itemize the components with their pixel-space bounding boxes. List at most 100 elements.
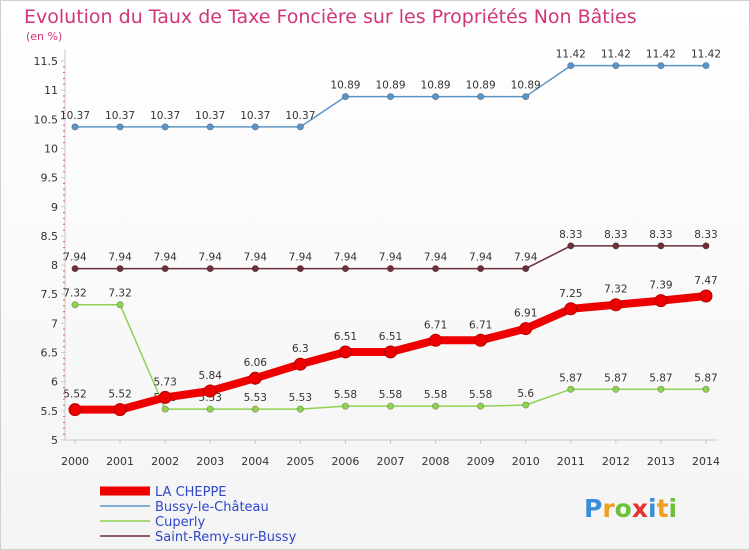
data-point (474, 333, 488, 347)
plot-area: 10.37 10.37 10.37 10.37 10.37 10.37 10.89 10.89… (60, 49, 721, 417)
legend-label: Cuperly (155, 515, 206, 530)
data-point (338, 345, 352, 359)
y-tick-label: 6 (51, 376, 58, 389)
data-point (612, 242, 620, 250)
data-point (113, 403, 127, 417)
data-point (71, 265, 79, 273)
y-tick-label: 11 (44, 84, 58, 97)
y-tick-label: 6.5 (41, 347, 59, 360)
x-tick-label: 2011 (557, 455, 585, 468)
data-label: 5.87 (559, 372, 582, 384)
data-label: 7.94 (424, 252, 448, 264)
data-point (702, 385, 710, 393)
data-point (251, 265, 259, 273)
x-tick-label: 2001 (106, 455, 134, 468)
x-tick-label: 2014 (692, 455, 720, 468)
data-label: 5.58 (334, 389, 357, 401)
data-point (296, 265, 304, 273)
data-point (203, 384, 217, 398)
data-label: 7.94 (289, 252, 313, 264)
data-point (699, 289, 713, 303)
data-label: 6.91 (514, 308, 537, 320)
data-point (567, 385, 575, 393)
data-label: 5.87 (694, 372, 717, 384)
data-point (161, 405, 169, 413)
data-label: 7.94 (153, 252, 177, 264)
data-point (71, 123, 79, 131)
data-label: 5.6 (517, 388, 534, 400)
data-point (116, 123, 124, 131)
data-point (341, 93, 349, 101)
data-label: 5.53 (289, 392, 312, 404)
legend: LA CHEPPEBussy-le-ChâteauCuperlySaint-Re… (100, 485, 297, 545)
data-point (567, 242, 575, 250)
data-point (158, 390, 172, 404)
chart-title: Evolution du Taux de Taxe Foncière sur l… (24, 6, 637, 28)
data-label: 7.94 (63, 252, 87, 264)
data-point (432, 402, 440, 410)
data-point (116, 301, 124, 309)
data-label: 6.06 (244, 357, 268, 369)
data-point (248, 371, 262, 385)
data-label: 7.94 (334, 252, 358, 264)
data-point (386, 402, 394, 410)
series-cuperly: 7.327.325.535.535.535.535.585.585.585.58… (63, 288, 718, 413)
x-tick-label: 2009 (467, 455, 495, 468)
data-point (432, 265, 440, 273)
data-label: 5.84 (199, 370, 223, 382)
data-point (702, 62, 710, 70)
data-label: 7.94 (199, 252, 223, 264)
y-tick-label: 8.5 (41, 230, 59, 243)
data-label: 5.58 (424, 389, 447, 401)
data-point (432, 93, 440, 101)
data-label: 6.51 (334, 331, 357, 343)
svg-text:Proxiti: Proxiti (584, 494, 677, 523)
data-label: 8.33 (559, 229, 582, 241)
y-tick-label: 10.5 (34, 113, 59, 126)
data-label: 10.37 (150, 110, 180, 122)
data-label: 10.89 (421, 80, 451, 92)
data-point (296, 405, 304, 413)
data-label: 7.25 (559, 288, 582, 300)
data-point (609, 298, 623, 312)
data-label: 10.89 (511, 80, 541, 92)
data-label: 5.58 (469, 389, 492, 401)
data-label: 10.37 (240, 110, 270, 122)
data-label: 6.71 (469, 319, 492, 331)
data-point (68, 403, 82, 417)
series-saint-remy-sur-bussy: 7.94 7.94 7.94 7.94 7.94 7.94 7.94 7.94 7.94 7.94… (63, 229, 718, 273)
x-tick-label: 2006 (331, 455, 359, 468)
data-label: 8.33 (649, 229, 672, 241)
data-label: 5.87 (649, 372, 672, 384)
data-point (567, 62, 575, 70)
data-point (384, 345, 397, 359)
data-label: 5.87 (604, 372, 627, 384)
data-point (522, 265, 530, 273)
data-point (477, 402, 485, 410)
data-label: 11.42 (556, 49, 586, 61)
y-tick-label: 8 (51, 259, 58, 272)
data-label: 10.37 (60, 110, 90, 122)
data-label: 7.94 (108, 252, 132, 264)
x-tick-label: 2010 (512, 455, 540, 468)
data-label: 10.89 (466, 80, 496, 92)
data-label: 5.52 (108, 389, 131, 401)
y-tick-label: 9 (51, 201, 58, 214)
data-point (206, 405, 214, 413)
data-label: 7.94 (244, 252, 268, 264)
data-point (296, 123, 304, 131)
series-la-cheppe: 5.52 5.52 5.73 5.84 6.06 6.3 6.51 6.51 6.71 6.71 6… (63, 275, 718, 417)
legend-label: Bussy-le-Château (155, 500, 269, 515)
data-label: 7.94 (469, 252, 493, 264)
x-tick-label: 2013 (647, 455, 675, 468)
data-point (522, 401, 530, 409)
data-point (341, 402, 349, 410)
data-label: 5.58 (379, 389, 402, 401)
data-label: 7.39 (649, 280, 672, 292)
x-tick-label: 2007 (377, 455, 405, 468)
data-point (477, 93, 485, 101)
data-point (429, 333, 443, 347)
